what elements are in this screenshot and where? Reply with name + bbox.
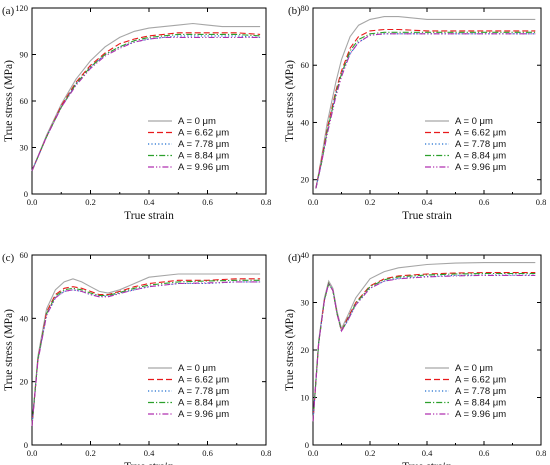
x-tick-label: 0.4	[144, 448, 155, 458]
series-line	[312, 274, 536, 422]
x-axis-title: True strain	[402, 210, 452, 222]
y-tick-label: 30	[20, 143, 29, 153]
series-line	[31, 279, 261, 427]
y-tick-label: 80	[301, 3, 310, 13]
y-tick-label: 0	[305, 440, 309, 450]
y-axis-title: True stress (MPa)	[284, 60, 296, 142]
legend-label: A = 7.78 μm	[178, 139, 229, 150]
x-tick-label: 0.6	[479, 197, 490, 207]
panel-label: (b)	[288, 5, 301, 17]
x-axis-title: True strain	[124, 210, 174, 222]
panel-label: (c)	[2, 252, 15, 264]
series-line	[31, 35, 261, 172]
plot-frame	[312, 254, 542, 446]
legend-label: A = 9.96 μm	[178, 409, 229, 420]
y-tick-label: 10	[301, 393, 310, 403]
x-tick-label: 0.2	[85, 197, 96, 207]
series-line	[31, 281, 261, 427]
x-tick-label: 0.8	[536, 197, 547, 207]
series-line	[312, 272, 536, 422]
y-tick-label: 60	[20, 96, 29, 106]
x-tick-label: 0.2	[365, 197, 376, 207]
x-tick-label: 0.4	[422, 448, 433, 458]
x-tick-label: 0.8	[261, 197, 272, 207]
y-tick-label: 20	[301, 345, 310, 355]
y-tick-label: 20	[301, 175, 310, 185]
series-line	[31, 36, 261, 172]
legend-label: A = 9.96 μm	[178, 162, 229, 173]
x-tick-label: 0.8	[261, 448, 272, 458]
x-tick-label: 0.4	[422, 197, 433, 207]
series-line	[31, 22, 261, 172]
y-tick-label: 30	[301, 298, 310, 308]
legend-label: A = 6.62 μm	[178, 128, 229, 139]
x-tick-label: 0.0	[308, 448, 319, 458]
legend-label: A = 8.84 μm	[178, 151, 229, 162]
y-tick-label: 0	[24, 189, 28, 199]
x-axis-title: True strain	[402, 461, 452, 465]
x-tick-label: 0.6	[202, 197, 213, 207]
series-line	[31, 32, 261, 172]
legend-label: A = 9.96 μm	[455, 162, 506, 173]
y-axis-title: True stress (MPa)	[3, 60, 15, 142]
y-tick-label: 120	[15, 3, 28, 13]
series-line	[315, 28, 536, 189]
legend-label: A = 6.62 μm	[455, 375, 506, 386]
legend-label: A = 0 μm	[455, 363, 493, 374]
plot-frame	[31, 7, 267, 195]
series-line	[312, 262, 536, 422]
series-line	[315, 31, 536, 189]
y-tick-label: 40	[301, 250, 310, 260]
chart-panel: (a) 0.0 0.2 0.4 0.6 0.8 0 30 60 90 120 True strain T…	[2, 3, 271, 222]
chart-panel: (c) 0.0 0.2 0.4 0.6 0.8 0 20 40 60 True strain True…	[2, 250, 271, 465]
x-tick-label: 0.4	[144, 197, 155, 207]
x-tick-label: 0.0	[308, 197, 319, 207]
legend-label: A = 7.78 μm	[455, 139, 506, 150]
x-tick-label: 0.0	[27, 197, 38, 207]
y-tick-label: 20	[20, 377, 29, 387]
legend-label: A = 8.84 μm	[455, 398, 506, 409]
y-tick-label: 60	[301, 60, 310, 70]
series-line	[31, 278, 261, 427]
legend-label: A = 8.84 μm	[455, 151, 506, 162]
y-tick-label: 0	[24, 440, 28, 450]
series-line	[312, 272, 536, 422]
legend-label: A = 9.96 μm	[455, 409, 506, 420]
x-tick-label: 0.6	[479, 448, 490, 458]
legend-label: A = 0 μm	[455, 116, 493, 127]
panel-label: (d)	[288, 252, 301, 264]
y-tick-label: 90	[20, 50, 29, 60]
x-tick-label: 0.6	[202, 448, 213, 458]
series-line	[315, 16, 536, 189]
x-tick-label: 0.8	[536, 448, 547, 458]
plot-frame	[312, 7, 542, 195]
x-tick-label: 0.2	[85, 448, 96, 458]
x-tick-label: 0.0	[27, 448, 38, 458]
x-axis-title: True strain	[124, 461, 174, 465]
legend-label: A = 6.62 μm	[455, 128, 506, 139]
series-line	[31, 273, 261, 427]
y-tick-label: 40	[20, 313, 29, 323]
chart-panel: (d) 0.0 0.2 0.4 0.6 0.8 0 10 20 30 40 True strain Tr…	[284, 250, 546, 465]
plot-frame	[31, 254, 267, 446]
panel-label: (a)	[2, 5, 15, 17]
chart-panel: (b) 0.0 0.2 0.4 0.6 0.8 20 40 60 80 True strain Tru…	[284, 3, 546, 222]
legend-label: A = 7.78 μm	[178, 386, 229, 397]
legend-label: A = 0 μm	[178, 363, 216, 374]
legend-label: A = 8.84 μm	[178, 398, 229, 409]
y-tick-label: 40	[301, 117, 310, 127]
y-axis-title: True stress (MPa)	[284, 309, 296, 391]
legend-label: A = 7.78 μm	[455, 386, 506, 397]
y-tick-label: 60	[20, 250, 29, 260]
legend-label: A = 0 μm	[178, 116, 216, 127]
x-tick-label: 0.2	[365, 448, 376, 458]
legend-label: A = 6.62 μm	[178, 375, 229, 386]
y-axis-title: True stress (MPa)	[3, 309, 15, 391]
series-line	[315, 33, 536, 189]
